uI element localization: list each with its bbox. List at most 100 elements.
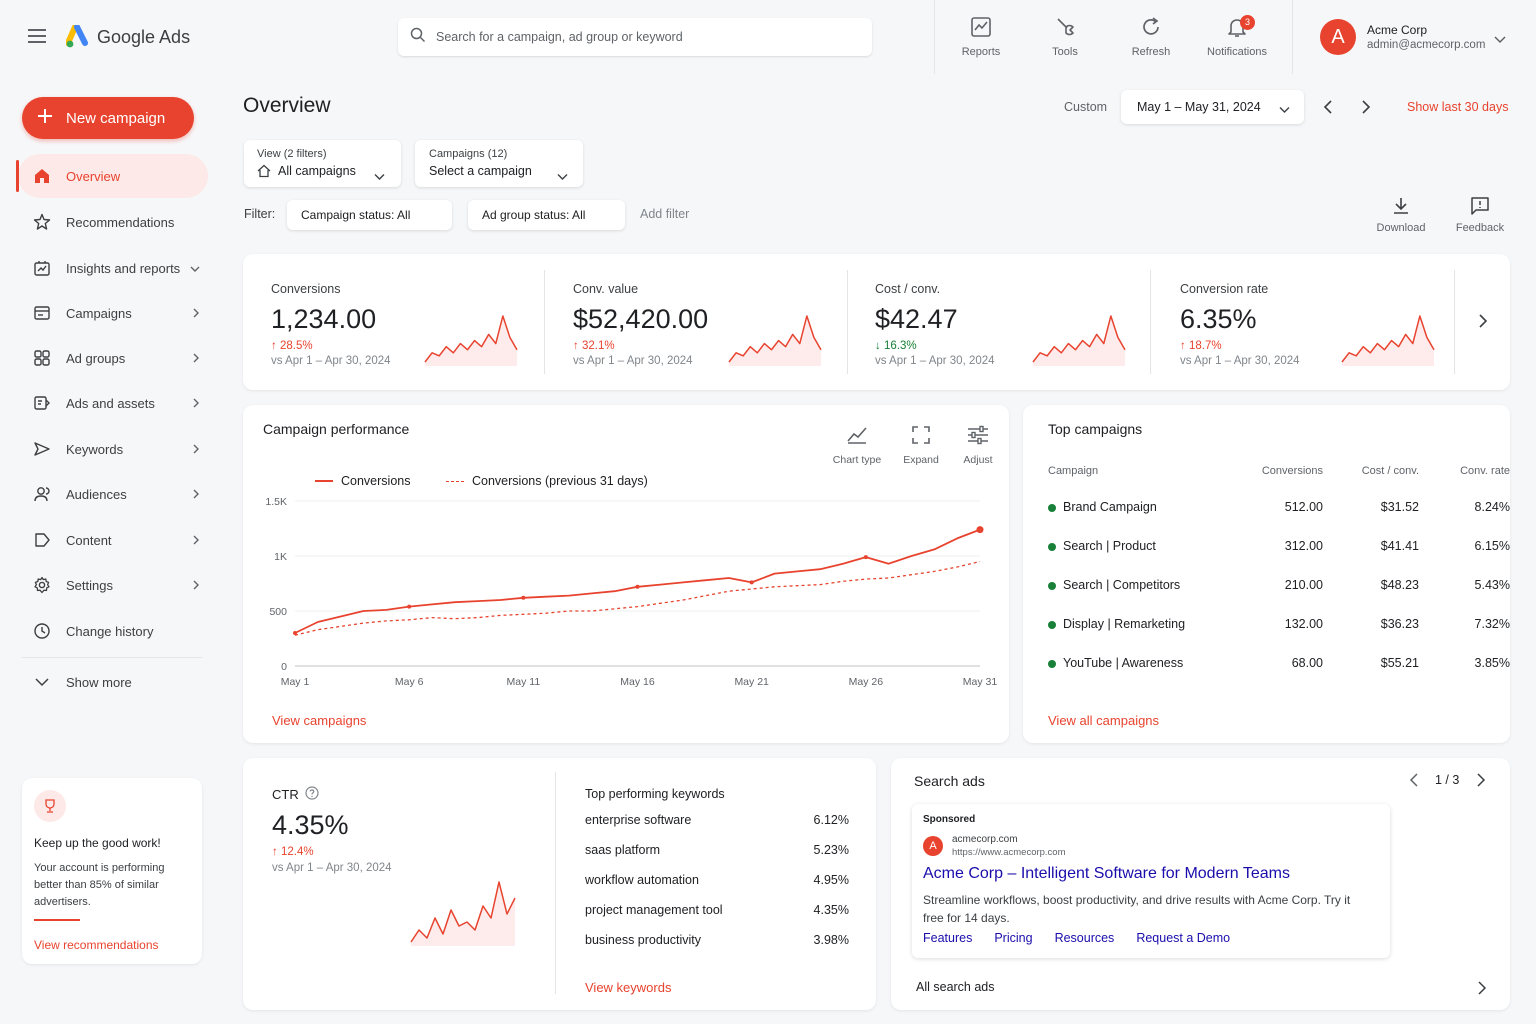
table-row[interactable]: Brand Campaign 512.00 $31.52 8.24% [1048, 500, 1510, 520]
chevron-right-icon[interactable] [1477, 981, 1487, 1000]
chevron-left-icon[interactable] [1322, 99, 1334, 120]
ad-preview[interactable]: Sponsored A acmecorp.com https://www.acm… [912, 804, 1390, 958]
show-more-button[interactable]: Show more [18, 660, 208, 704]
series-line-conversions[interactable] [294, 528, 981, 634]
download-button[interactable]: Download [1368, 196, 1434, 234]
sidebar-item-change-history[interactable]: Change history [18, 609, 208, 653]
sidebar-item-ad-groups[interactable]: Ad groups [18, 336, 208, 380]
kpi-conversions[interactable]: Conversions 1,234.00 ↑ 28.5% vs Apr 1 – … [271, 254, 541, 390]
data-point[interactable] [407, 604, 412, 609]
campaign-rate: 6.15% [1474, 539, 1510, 553]
column-header[interactable]: Cost / conv. [1361, 465, 1419, 477]
campaign-cost: $55.21 [1380, 656, 1419, 670]
sitelink[interactable]: Features [923, 931, 973, 945]
ad-group-status-filter-chip[interactable]: Ad group status: All [468, 200, 625, 230]
sidebar-item-ads-assets[interactable]: Ads and assets [18, 381, 208, 425]
sparkline-area [729, 316, 821, 366]
kpi-value: $52,420.00 [573, 304, 709, 334]
table-row[interactable]: Search | Product 312.00 $41.41 6.15% [1048, 539, 1510, 559]
help-icon[interactable] [305, 786, 319, 803]
status-dot [1048, 543, 1056, 551]
data-point[interactable] [976, 526, 984, 534]
ad-url: https://www.acmecorp.com [952, 847, 1066, 858]
table-row[interactable]: Search | Competitors 210.00 $48.23 5.43% [1048, 578, 1510, 598]
sitelink[interactable]: Pricing [994, 931, 1033, 945]
view-keywords-link[interactable]: View keywords [585, 980, 672, 995]
sidebar-item-settings[interactable]: Settings [18, 563, 208, 607]
sidebar-item-keywords[interactable]: Keywords [18, 427, 208, 471]
chevron-left-icon[interactable] [1409, 773, 1419, 792]
add-filter-button[interactable]: Add filter [640, 207, 690, 221]
view-dropdown[interactable]: View (2 filters) All campaigns [244, 140, 401, 187]
chevron-right-icon[interactable] [1477, 313, 1489, 334]
campaign-conversions: 312.00 [1284, 539, 1323, 553]
data-point[interactable] [635, 584, 640, 589]
chevron-right-icon[interactable] [1476, 773, 1486, 792]
campaign-select-dropdown[interactable]: Campaigns (12) Select a campaign [415, 140, 583, 187]
search-input[interactable] [436, 30, 836, 44]
sitelink[interactable]: Request a Demo [1136, 931, 1231, 945]
keyword-value: 4.95% [813, 873, 849, 887]
sparkline-area [425, 316, 517, 366]
sidebar-item-audiences[interactable]: Audiences [18, 472, 208, 516]
campaign-status-filter-chip[interactable]: Campaign status: All [287, 200, 452, 230]
view-all-campaigns-link[interactable]: View all campaigns [1048, 713, 1160, 728]
all-search-ads-link[interactable]: All search ads [916, 980, 995, 994]
column-header[interactable]: Conversions [1261, 465, 1323, 477]
search-icon [410, 27, 426, 48]
column-header[interactable]: Campaign [1048, 465, 1099, 477]
sidebar-item-recommendations[interactable]: Recommendations [18, 200, 208, 244]
chevron-down-icon[interactable] [1494, 31, 1506, 49]
column-header[interactable]: Conv. rate [1460, 465, 1510, 477]
kpi-cost-per-conv[interactable]: Cost / conv. $42.47 ↓ 16.3% vs Apr 1 – A… [875, 254, 1145, 390]
expand-button[interactable]: Expand [891, 425, 951, 466]
view-campaigns-link[interactable]: View campaigns [272, 713, 367, 728]
sidebar-item-content[interactable]: Content [18, 518, 208, 562]
refresh-button[interactable]: Refresh [1111, 16, 1191, 58]
data-point[interactable] [749, 580, 754, 585]
ctr-change: ↑ 12.4% [272, 846, 314, 858]
feedback-button[interactable]: Feedback [1447, 196, 1513, 234]
chevron-right-icon [192, 533, 200, 548]
view-recommendations-link[interactable]: View recommendations [34, 938, 159, 952]
new-campaign-button[interactable]: New campaign [22, 97, 194, 139]
campaign-select-value: Select a campaign [429, 164, 532, 178]
series-line-previous[interactable] [294, 560, 981, 636]
date-range-picker[interactable]: May 1 – May 31, 2024 [1121, 90, 1304, 124]
ad-headline[interactable]: Acme Corp – Intelligent Software for Mod… [923, 865, 1290, 882]
sparkline-line [410, 881, 516, 943]
expand-label: Expand [903, 454, 939, 466]
sidebar-item-campaigns[interactable]: Campaigns [18, 291, 208, 335]
y-tick-label: 1.5K [265, 496, 287, 508]
notifications-button[interactable]: Notifications 3 [1197, 15, 1277, 58]
campaign-rate: 7.32% [1474, 617, 1510, 631]
data-point[interactable] [521, 595, 526, 600]
campaign-cost: $48.23 [1380, 578, 1419, 592]
tools-button[interactable]: Tools [1025, 16, 1105, 58]
keywords-icon [32, 439, 52, 459]
adjust-button[interactable]: Adjust [951, 425, 1005, 466]
show-last-30-days-link[interactable]: Show last 30 days [1407, 100, 1509, 114]
data-point[interactable] [863, 555, 868, 560]
avatar[interactable]: A [1320, 19, 1356, 55]
ctr-keywords-card: CTR 4.35% ↑ 12.4% vs Apr 1 – Apr 30, 202… [243, 758, 876, 1010]
menu-icon[interactable] [28, 28, 48, 49]
search-bar[interactable] [398, 18, 872, 56]
sitelink[interactable]: Resources [1054, 931, 1115, 945]
table-row[interactable]: YouTube | Awareness 68.00 $55.21 3.85% [1048, 656, 1510, 676]
kpi-conv-value[interactable]: Conv. value $52,420.00 ↑ 32.1% vs Apr 1 … [573, 254, 843, 390]
divider [847, 270, 848, 374]
sidebar-item-overview[interactable]: Overview [18, 154, 208, 198]
kpi-sparkline [1032, 315, 1126, 366]
promo-accent-bar [34, 919, 80, 921]
chart-type-button[interactable]: Chart type [826, 425, 888, 466]
data-point[interactable] [293, 631, 297, 635]
sidebar-item-insights[interactable]: Insights and reports [18, 246, 208, 290]
keyword-value: 4.35% [813, 903, 849, 917]
chevron-right-icon[interactable] [1360, 99, 1372, 120]
legend-item-previous[interactable]: Conversions (previous 31 days) [446, 474, 648, 488]
kpi-conversion-rate[interactable]: Conversion rate 6.35% ↑ 18.7% vs Apr 1 –… [1180, 254, 1450, 390]
legend-item-conversions[interactable]: Conversions [315, 474, 410, 488]
reports-button[interactable]: Reports [941, 16, 1021, 58]
table-row[interactable]: Display | Remarketing 132.00 $36.23 7.32… [1048, 617, 1510, 637]
